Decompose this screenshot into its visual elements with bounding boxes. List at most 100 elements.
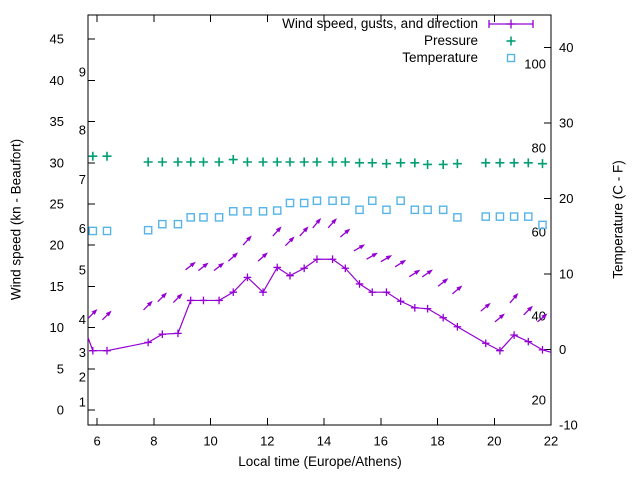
temperature-point <box>355 205 364 215</box>
temperature-point <box>341 196 350 206</box>
wind-speed-point <box>423 304 432 313</box>
beaufort-scale-label: 7 <box>79 172 86 187</box>
gust-direction-arrow-head <box>202 262 209 269</box>
pressure-point <box>509 158 519 168</box>
legend: Wind speed, gusts, and direction Pressur… <box>282 15 534 66</box>
y-left-tick-label: 30 <box>50 155 64 170</box>
gust-direction-arrow-head <box>176 293 183 300</box>
temperature-point <box>495 212 505 221</box>
x-tick-label: 10 <box>203 434 217 449</box>
wind-speed-point <box>286 271 294 280</box>
temperature-point <box>481 212 491 221</box>
legend-item-pressure: Pressure <box>282 32 534 49</box>
wind-speed-point <box>396 297 405 306</box>
pressure-point <box>381 159 391 169</box>
gust-direction-arrow-head <box>344 228 351 235</box>
wind-speed-point <box>382 288 391 296</box>
wind-line-sample-icon <box>488 19 534 28</box>
y-right-tick-label: 40 <box>559 40 573 55</box>
y-left-tick-label: 35 <box>50 114 64 129</box>
temperature-point <box>453 213 462 222</box>
pressure-point <box>186 157 196 167</box>
y-right-tick-label: 0 <box>559 342 566 357</box>
wind-speed-point <box>411 304 419 312</box>
temperature-point <box>285 198 295 208</box>
gust-direction-arrow-head <box>302 226 309 233</box>
wind-speed-point <box>215 296 223 305</box>
pressure-point <box>481 158 491 168</box>
x-tick-label: 20 <box>487 434 501 449</box>
wind-speed-point <box>481 339 490 348</box>
wind-speed-point <box>355 280 364 288</box>
temperature-point <box>243 207 252 216</box>
gust-direction-arrow-head <box>484 302 491 309</box>
temperature-point <box>382 205 391 215</box>
wind-speed-point <box>158 330 167 338</box>
gust-direction-arrow-head <box>91 309 98 315</box>
pressure-point <box>328 157 338 167</box>
wind-speed-point <box>368 288 377 296</box>
wind-speed-point <box>439 313 447 322</box>
legend-item-temperature: Temperature <box>282 49 534 66</box>
pressure-point <box>198 157 208 167</box>
gust-direction-arrow-head <box>146 300 153 307</box>
pressure-point <box>285 157 295 167</box>
gust-direction-arrow-head <box>288 236 295 243</box>
temperature-point <box>312 196 322 206</box>
pressure-point <box>410 158 420 168</box>
pressure-point <box>157 157 167 167</box>
fahrenheit-scale-label: 20 <box>532 392 546 407</box>
wind-speed-point <box>524 337 533 346</box>
pressure-point <box>258 157 268 167</box>
beaufort-scale-label: 1 <box>79 394 86 409</box>
gust-direction-arrow-head <box>261 252 268 259</box>
temperature-square-sample-icon <box>506 53 516 62</box>
wind-speed-point <box>259 288 267 296</box>
y-left-tick-label: 5 <box>57 361 64 376</box>
pressure-point <box>173 157 183 167</box>
pressure-point <box>214 157 224 167</box>
pressure-point <box>143 157 153 167</box>
pressure-point <box>88 151 98 161</box>
pressure-point <box>228 155 238 165</box>
temperature-point <box>538 220 547 230</box>
wind-speed-point <box>229 288 238 296</box>
temperature-point <box>214 213 224 222</box>
y-left-tick-label: 20 <box>50 238 64 253</box>
temperature-point <box>328 196 337 206</box>
plot-border <box>87 14 552 426</box>
gust-direction-arrow-head <box>358 244 366 250</box>
y-right-axis-label: Temperature (C - F) <box>610 160 626 279</box>
gust-direction-arrow-head <box>442 278 449 284</box>
temperature-point <box>228 207 238 216</box>
wind-speed-point <box>199 296 208 305</box>
pressure-point <box>367 158 377 168</box>
fahrenheit-scale-label: 40 <box>532 308 546 323</box>
pressure-point <box>438 159 448 169</box>
wind-speed-point <box>453 322 462 331</box>
legend-label-pressure: Pressure <box>423 33 478 48</box>
fahrenheit-scale-label: 80 <box>532 141 546 156</box>
wind-speed-point <box>300 264 308 273</box>
gust-direction-arrow-head <box>331 218 337 225</box>
gust-direction-arrow-head <box>371 252 378 258</box>
y-left-tick-label: 45 <box>50 32 64 47</box>
pressure-point <box>495 158 505 168</box>
gust-direction-arrow-head <box>385 255 393 261</box>
wind-speed-point <box>538 346 547 354</box>
temperature-point <box>509 212 519 221</box>
gust-direction-arrow-head <box>246 235 252 242</box>
wind-speed-point <box>103 346 111 355</box>
temperature-point <box>438 205 448 215</box>
gust-direction-arrow-head <box>315 217 322 225</box>
pressure-plus-sample-icon <box>506 36 516 45</box>
pressure-point <box>340 157 350 167</box>
wind-speed-point <box>273 263 282 272</box>
beaufort-scale-label: 4 <box>79 312 86 327</box>
gust-direction-arrow-head <box>426 269 433 275</box>
pressure-point <box>299 157 309 167</box>
gust-direction-arrow-head <box>541 313 548 320</box>
x-tick-label: 18 <box>430 434 444 449</box>
